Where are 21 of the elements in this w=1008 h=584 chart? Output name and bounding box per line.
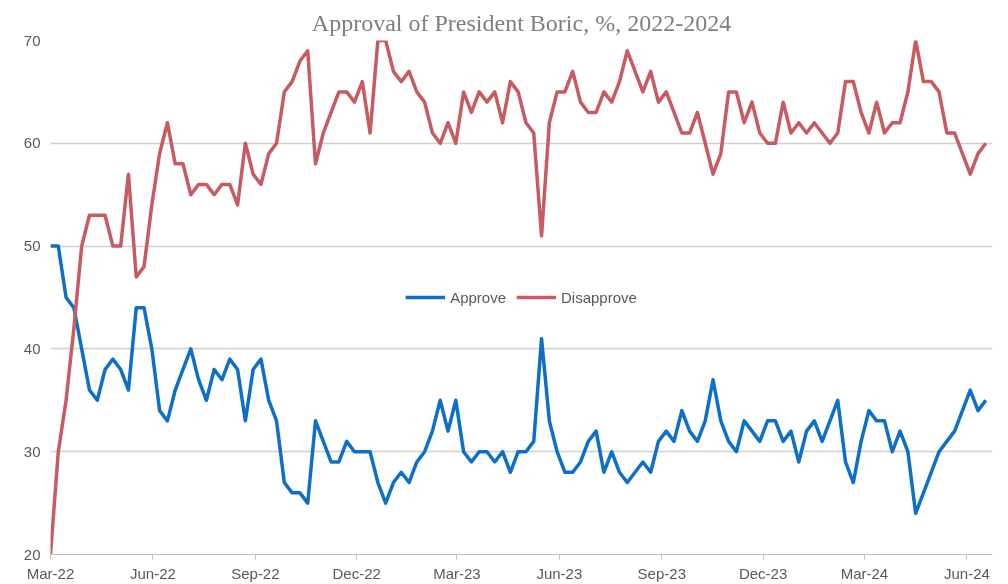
x-tick-label: Jun-22 (130, 564, 176, 582)
x-tick-label: Jun-23 (536, 564, 583, 582)
y-tick-label: 20 (23, 545, 41, 563)
y-tick-label: 30 (23, 442, 41, 460)
x-tick-label: Mar-22 (26, 564, 75, 582)
y-tick-label: 70 (23, 31, 41, 49)
x-tick-label: Mar-24 (840, 564, 889, 582)
line-series (50, 40, 988, 555)
x-tick-label: Mar-23 (433, 564, 481, 582)
x-tick-label: Jun-24 (943, 564, 990, 582)
y-tick-label: 60 (23, 134, 41, 152)
legend-label: Disapprove (561, 288, 637, 306)
chart-title: Approval of President Boric, %, 2022-2024 (311, 9, 732, 36)
x-tick-label: Sep-23 (637, 564, 686, 582)
x-tick-label: Sep-22 (231, 564, 280, 582)
legend-label: Approve (450, 288, 506, 306)
line-series (50, 244, 988, 516)
x-tick-label: Dec-22 (332, 564, 381, 582)
y-tick-label: 50 (23, 237, 41, 255)
y-tick-label: 40 (23, 339, 41, 357)
x-tick-label: Dec-23 (738, 564, 788, 582)
